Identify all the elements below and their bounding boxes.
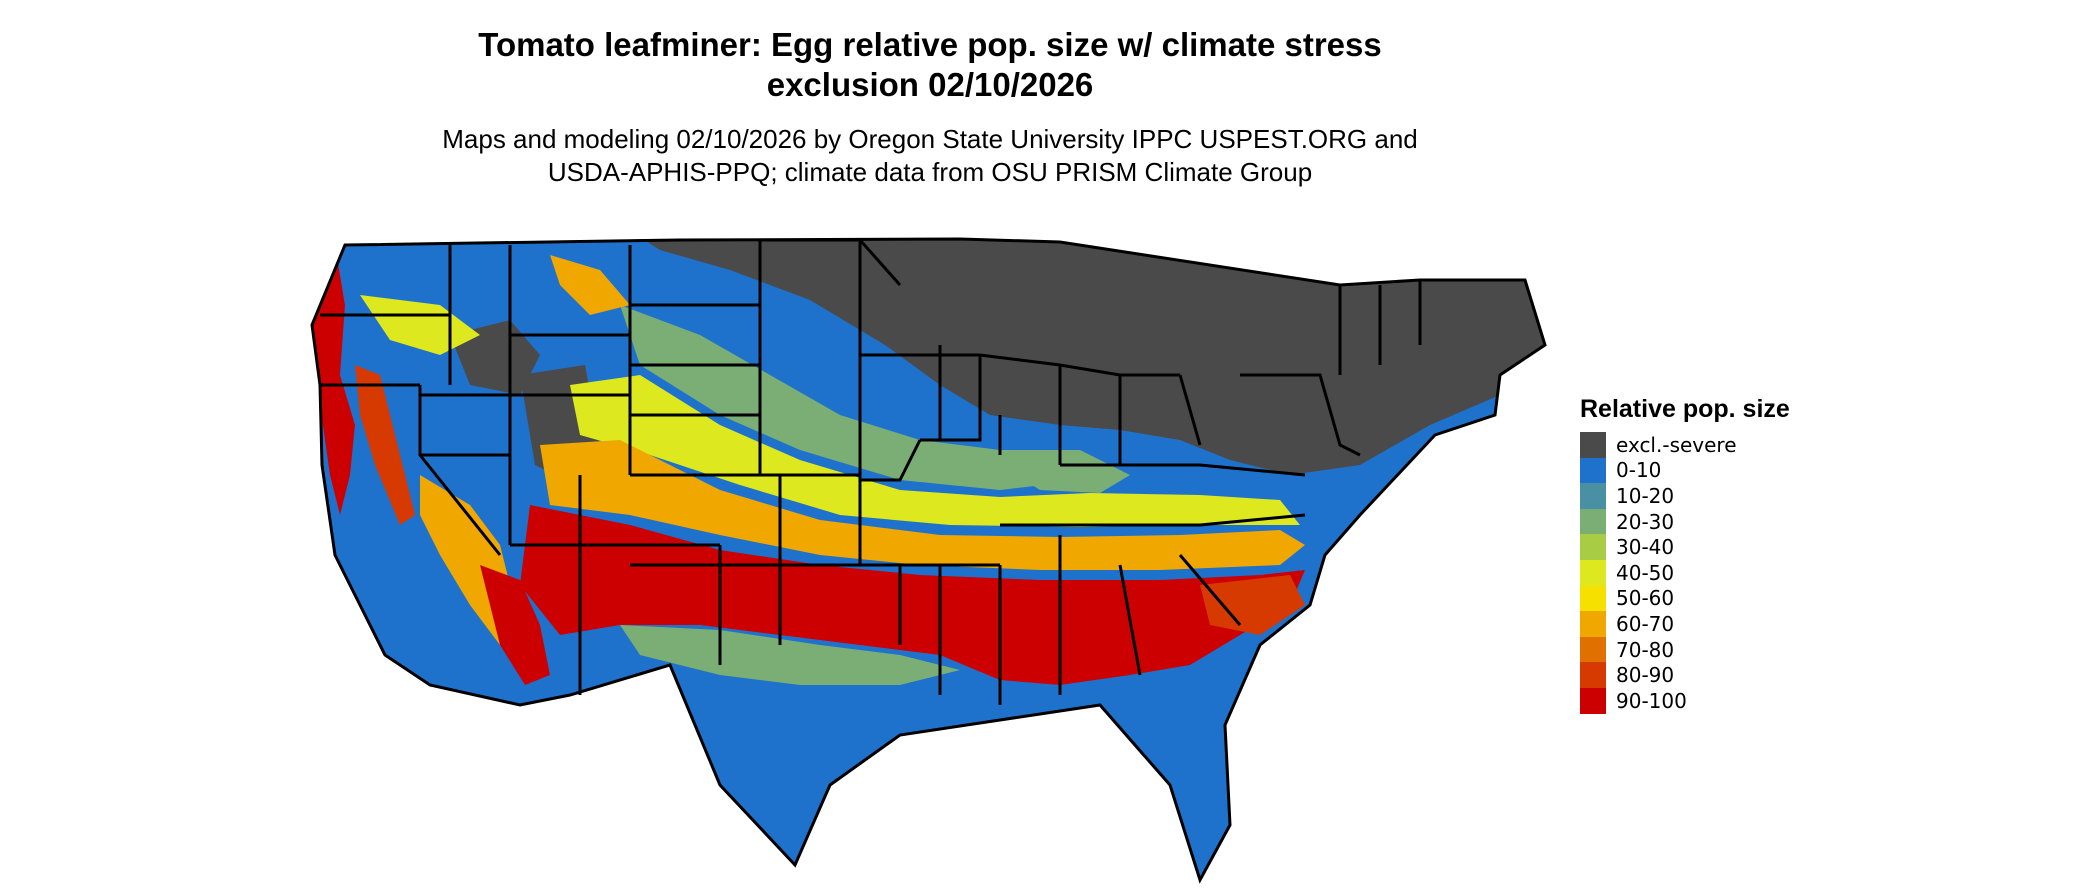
legend-item: 10-20 [1580, 483, 1790, 509]
legend: Relative pop. size excl.-severe 0-10 10-… [1580, 395, 1790, 714]
legend-swatch [1580, 508, 1606, 535]
zone-montana-60-70 [550, 255, 630, 315]
legend-item: 80-90 [1580, 662, 1790, 688]
zone-arizona-90-100 [480, 565, 550, 685]
legend-swatch [1580, 585, 1606, 612]
map-subtitle-line-1: Maps and modeling 02/10/2026 by Oregon S… [442, 124, 1418, 154]
legend-swatch [1580, 432, 1606, 458]
zone-central-valley-80-90 [355, 365, 415, 525]
us-outline [310, 237, 1547, 884]
zone-carolina-80-90 [1200, 575, 1305, 635]
legend-label: 20-30 [1616, 509, 1675, 534]
legend-item: 60-70 [1580, 611, 1790, 637]
legend-item: 30-40 [1580, 534, 1790, 560]
us-risk-map [310, 237, 1547, 884]
legend-label: 40-50 [1616, 560, 1675, 585]
legend-label: 60-70 [1616, 611, 1675, 636]
border-midwest [760, 238, 1002, 482]
map-title-line-2: exclusion 02/10/2026 [766, 66, 1094, 103]
legend-item: 40-50 [1580, 559, 1790, 586]
legend-label: 50-60 [1616, 586, 1675, 611]
legend-label: 90-100 [1616, 688, 1687, 713]
map-title-line-1: Tomato leafminer: Egg relative pop. size… [478, 26, 1382, 63]
legend-swatch [1580, 662, 1606, 688]
legend-swatch [1580, 483, 1606, 509]
legend-item: 50-60 [1580, 585, 1790, 612]
legend-swatch [1580, 611, 1606, 637]
map-subtitle-line-2: USDA-APHIS-PPQ; climate data from OSU PR… [547, 157, 1313, 187]
legend-item: 90-100 [1580, 687, 1790, 714]
legend-label: excl.-severe [1616, 432, 1737, 457]
legend-swatch [1580, 687, 1606, 714]
border-south [780, 473, 1242, 705]
legend-items: excl.-severe 0-10 10-20 20-30 30-40 40-5… [1580, 432, 1790, 714]
legend-item: 20-30 [1580, 508, 1790, 535]
legend-label: 70-80 [1616, 637, 1675, 662]
legend-label: 30-40 [1616, 535, 1675, 560]
state-borders [310, 237, 1547, 884]
legend-item: 70-80 [1580, 636, 1790, 663]
zone-mid-atlantic-20-30 [1000, 460, 1130, 493]
legend-item: excl.-severe [1580, 432, 1790, 458]
legend-swatch [1580, 457, 1606, 484]
border-east [979, 280, 1422, 527]
zone-excl-north [620, 239, 1545, 475]
legend-swatch [1580, 534, 1606, 560]
zone-band-40-50 [570, 375, 1300, 527]
zone-band-90-100 [520, 505, 1305, 685]
legend-item: 0-10 [1580, 457, 1790, 484]
risk-fill-layer [312, 239, 1545, 880]
legend-label: 0-10 [1616, 458, 1662, 483]
zone-pacific-coast-90-100 [312, 245, 355, 515]
zone-band-60-70 [540, 440, 1305, 570]
legend-label: 80-90 [1616, 663, 1675, 688]
border-plains [628, 240, 782, 665]
legend-title: Relative pop. size [1580, 395, 1790, 423]
legend-label: 10-20 [1616, 483, 1675, 508]
legend-swatch [1580, 559, 1606, 586]
zone-texas-fringe-20-30 [620, 625, 960, 685]
legend-swatch [1580, 636, 1606, 663]
